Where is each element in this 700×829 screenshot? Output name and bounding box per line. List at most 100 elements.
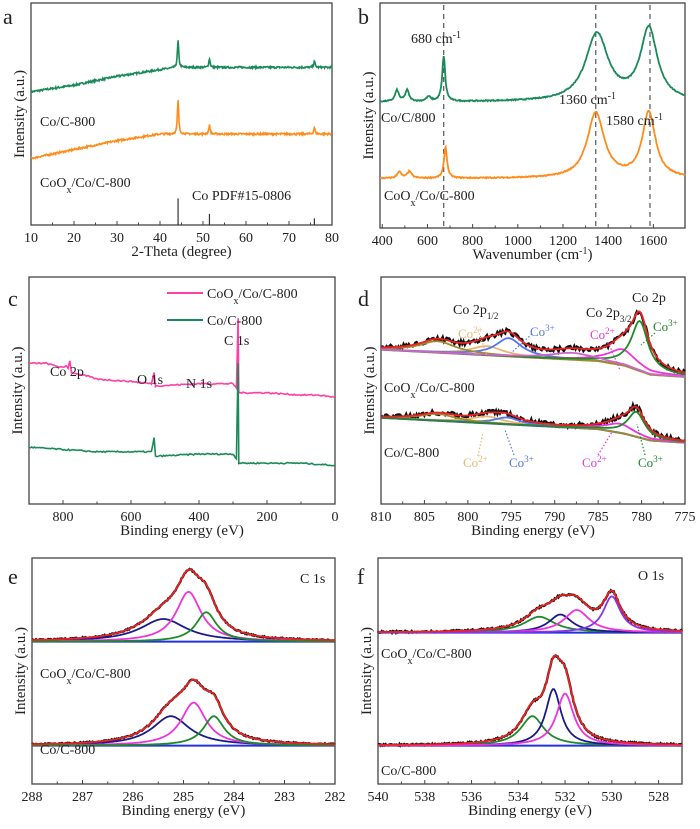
fit-component-co-c-800 xyxy=(381,410,686,443)
x-tick-label: 600 xyxy=(417,234,438,249)
x-tick-label: 286 xyxy=(123,790,144,805)
panel-title: C 1s xyxy=(300,572,325,587)
annotation-co-2p32: Co 2p3/2 xyxy=(586,306,631,324)
x-tick-label: 288 xyxy=(22,790,43,805)
series-line-coox-co-c-800 xyxy=(30,100,332,160)
annotation-co3plus-top-left: Co3+ xyxy=(530,323,555,339)
x-axis-label: 2-Theta (degree) xyxy=(131,244,231,260)
x-tick-label: 540 xyxy=(368,790,389,805)
x-tick-label: 1200 xyxy=(549,234,577,249)
x-tick-label: 775 xyxy=(675,510,696,525)
panel-label: a xyxy=(3,4,13,29)
series-line-co-c-800 xyxy=(30,40,333,94)
series-line-co-c-800 xyxy=(28,363,336,467)
annotation-co2plus-bottom-right: Co2+ xyxy=(582,454,607,470)
panel-label: f xyxy=(357,564,365,589)
plot-area: 288 287 286 285 284 283 282 xyxy=(22,557,346,805)
leader-line xyxy=(510,333,533,354)
x-tick-label: 532 xyxy=(555,790,576,805)
annotation-co3plus-top-right: Co3+ xyxy=(653,318,678,334)
plot-area: 540 538 536 534 532 530 528 xyxy=(368,557,683,805)
y-axis-label: Intensity (a.u.) xyxy=(362,347,378,435)
sample-label-co-c-800: Co/C-800 xyxy=(384,446,439,461)
series-label-coox: CoOx/Co/C-800 xyxy=(384,189,475,209)
series-line-coox-co-c-800 xyxy=(379,109,686,180)
x-axis-label: Binding energy (eV) xyxy=(471,523,595,539)
plot-area: 810 805 800 795 790 785 780 775 xyxy=(371,276,696,525)
fit-envelope-co-c-800 xyxy=(32,678,335,746)
legend-label-coox: CoOx/Co/C-800 xyxy=(207,287,298,307)
x-tick-label: 50 xyxy=(196,231,210,246)
x-tick-label: 800 xyxy=(457,510,478,525)
panel-e-c1s: e 288 287 286 285 284 283 282 Binding energy (… xyxy=(8,557,346,819)
panel-label: d xyxy=(358,286,369,311)
fit-component-co-c-800 xyxy=(381,412,686,444)
sample-label-coox: CoOx/Co/C-800 xyxy=(384,381,475,401)
annotation-c-1s: C 1s xyxy=(224,334,249,349)
fit-component-coox-co-c-800 xyxy=(32,611,335,643)
annotation-co2plus-bottom-left: Co2+ xyxy=(463,454,488,470)
x-tick-label: 287 xyxy=(72,790,93,805)
x-axis-label: Binding energy (eV) xyxy=(122,803,246,819)
annotation-o-1s: O 1s xyxy=(137,373,163,388)
annotation-1580: 1580 cm-1 xyxy=(606,112,663,130)
fit-component-coox-co-c-800 xyxy=(381,348,686,378)
x-tick-label: 534 xyxy=(508,790,529,805)
leader-line xyxy=(477,329,488,357)
fit-envelope-coox-co-c-800 xyxy=(32,568,335,642)
x-tick-label: 1000 xyxy=(504,234,532,249)
leader-line xyxy=(640,332,656,346)
sample-label-coox: CoOx/Co/C-800 xyxy=(40,667,131,687)
x-tick-label: 1400 xyxy=(594,234,622,249)
plot-area: 10 20 30 40 50 60 70 80 xyxy=(24,2,339,246)
panel-d-co2p: d 810 805 800 795 790 785 780 775 Binding energ… xyxy=(358,276,696,539)
panel-c-xps-survey: c 800 600 400 200 0 Binding energy (eV) Inte… xyxy=(8,276,339,539)
x-tick-label: 60 xyxy=(239,231,253,246)
series-line-co-c-800 xyxy=(379,24,686,103)
x-tick-label: 780 xyxy=(631,510,652,525)
x-tick-label: 800 xyxy=(462,234,483,249)
y-axis-label: Intensity (a.u.) xyxy=(13,627,29,715)
y-axis-label: Intensity (a.u.) xyxy=(10,347,26,435)
x-tick-label: 400 xyxy=(189,510,210,525)
fit-envelope-co-c-800 xyxy=(381,405,686,442)
panel-title: Co 2p xyxy=(632,291,666,306)
x-tick-label: 536 xyxy=(461,790,482,805)
panel-title: O 1s xyxy=(638,569,664,584)
x-tick-label: 790 xyxy=(544,510,565,525)
fit-envelope-coox-co-c-800 xyxy=(378,589,682,633)
x-axis-label: Wavenumber (cm-1) xyxy=(472,246,592,264)
x-axis-label: Binding energy (eV) xyxy=(468,803,592,819)
x-tick-label: 795 xyxy=(501,510,522,525)
y-axis-label: Intensity (a.u.) xyxy=(361,72,377,160)
plot-frame xyxy=(379,2,686,229)
sample-label-co-c-800: Co/C-800 xyxy=(381,764,436,779)
panel-label: c xyxy=(8,286,18,311)
leader-line xyxy=(597,431,613,456)
x-tick-label: 785 xyxy=(588,510,609,525)
x-tick-label: 30 xyxy=(110,231,124,246)
fit-envelope-co-c-800 xyxy=(378,654,682,746)
x-tick-label: 285 xyxy=(173,790,194,805)
annotation-leaders xyxy=(477,329,656,457)
x-tick-label: 400 xyxy=(372,234,393,249)
x-tick-label: 282 xyxy=(325,790,346,805)
panel-label: b xyxy=(358,4,369,29)
leader-line xyxy=(504,429,515,456)
x-tick-label: 284 xyxy=(224,790,245,805)
sample-label-coox: CoOx/Co/C-800 xyxy=(381,647,472,667)
x-tick-label: 530 xyxy=(601,790,622,805)
x-tick-label: 10 xyxy=(24,231,38,246)
x-tick-label: 0 xyxy=(332,510,339,525)
series-label-coox: CoOx/Co/C-800 xyxy=(40,176,131,196)
fit-component-co-c-800 xyxy=(32,715,335,747)
plot-area: 400 600 800 1000 1200 1400 1600 xyxy=(372,2,686,249)
annotation-co2plus-top-left: Co2+ xyxy=(458,325,483,341)
annotation-1360: 1360 cm-1 xyxy=(559,91,616,109)
annotation-co2plus-top-right: Co2+ xyxy=(590,326,615,342)
annotation-co3plus-bottom-left: Co3+ xyxy=(509,454,534,470)
x-tick-label: 200 xyxy=(257,510,278,525)
panel-f-o1s: f 540 538 536 534 532 530 528 Binding energy (… xyxy=(357,557,683,819)
fit-envelope-coox-co-c-800 xyxy=(381,310,686,374)
leader-line xyxy=(477,431,484,457)
